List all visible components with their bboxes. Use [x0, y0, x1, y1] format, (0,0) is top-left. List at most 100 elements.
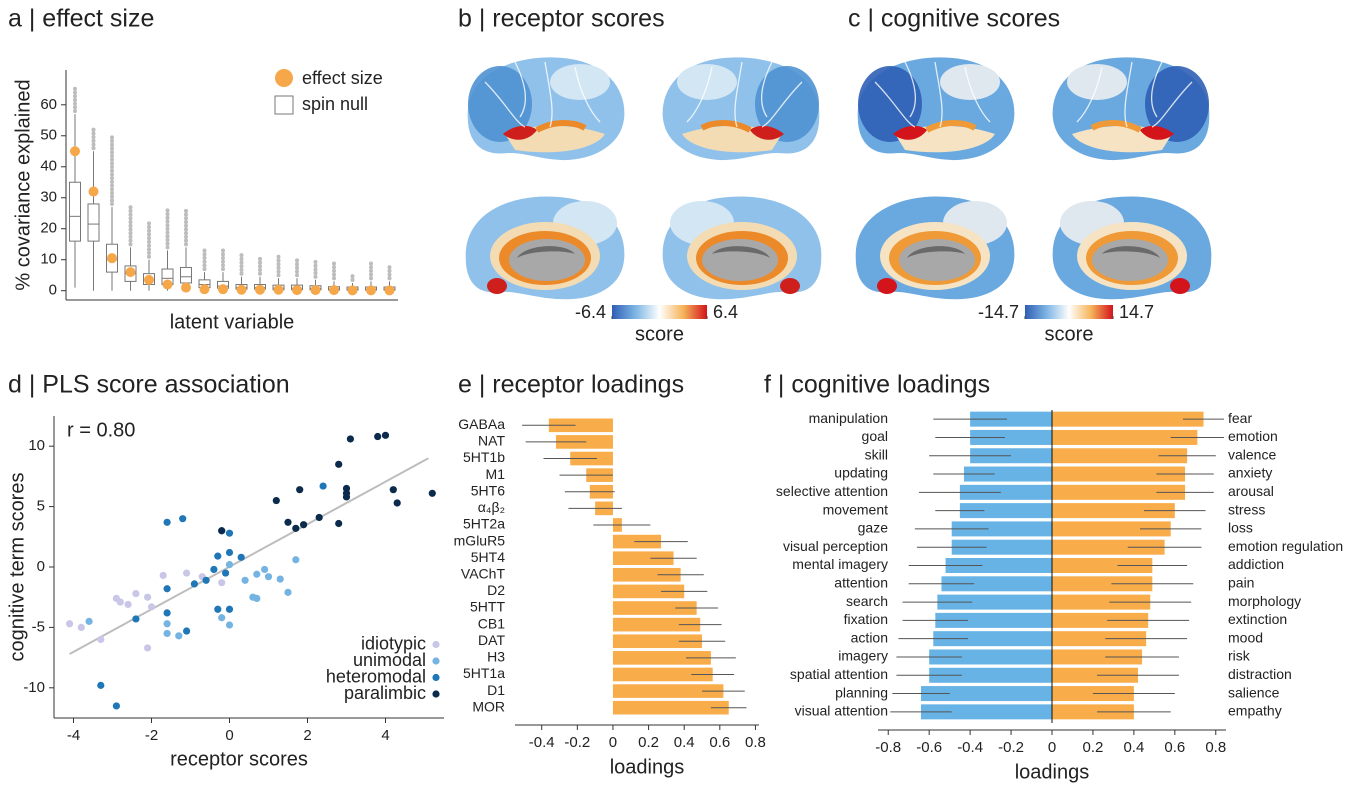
region: [893, 125, 927, 140]
colorbar: [612, 305, 707, 319]
x-tick-label: 0.2: [638, 734, 659, 751]
x-tick-label: 0.4: [674, 734, 695, 751]
panel-title: e | receptor loadings: [458, 371, 684, 399]
region: [487, 278, 507, 294]
point: [253, 570, 261, 578]
trend-line: [69, 457, 429, 655]
bar: [612, 684, 724, 698]
annotation: r = 0.80: [67, 419, 135, 441]
bar: [612, 584, 685, 599]
point: [374, 432, 382, 441]
category-label: M1: [486, 466, 506, 482]
x-tick-label: 0: [225, 727, 233, 744]
bar: [1052, 503, 1175, 519]
category-label: visual attention: [795, 703, 888, 719]
y-tick-label: 20: [40, 220, 57, 237]
point: [342, 484, 351, 493]
legend-marker: [432, 690, 440, 698]
x-tick-label: 0.6: [709, 734, 730, 751]
x-tick-label: -0.6: [916, 739, 942, 756]
category-label: 5HT1b: [463, 449, 505, 465]
bar: [612, 551, 674, 566]
category-label: 5HT1a: [463, 665, 505, 681]
category-label: 5HT2a: [463, 516, 505, 532]
point: [163, 629, 171, 638]
x-axis-label: loadings: [1015, 761, 1090, 783]
category-label: GABAa: [458, 416, 505, 432]
panel-title: f | cognitive loadings: [764, 371, 990, 399]
category-label: D1: [487, 682, 505, 698]
effect-dot: [70, 146, 80, 157]
category-label: arousal: [1228, 483, 1274, 499]
x-tick-label: -0.4: [529, 734, 555, 751]
point: [284, 518, 292, 526]
point: [315, 513, 323, 522]
bar: [1052, 539, 1165, 555]
colorbar-tick-label: 14.7: [1119, 302, 1154, 322]
category-label: empathy: [1228, 703, 1282, 719]
bar: [920, 686, 1052, 702]
bar: [1052, 649, 1143, 665]
category-label: fixation: [844, 611, 888, 627]
sulcus: [1151, 81, 1193, 128]
region: [535, 120, 587, 133]
category-label: valence: [1228, 446, 1276, 462]
category-label: distraction: [1228, 666, 1292, 682]
category-label: emotion: [1228, 428, 1278, 444]
colorbar-label: score: [1045, 323, 1094, 345]
bar: [612, 667, 713, 682]
region: [468, 66, 532, 142]
y-tick-label: 10: [40, 251, 57, 268]
bar: [959, 503, 1052, 519]
corpus: [712, 246, 770, 258]
sulcus: [964, 66, 991, 123]
point: [225, 548, 234, 557]
region: [700, 120, 752, 133]
point: [132, 615, 140, 623]
category-label: 5HT4: [471, 549, 505, 565]
effect-dot: [347, 285, 358, 296]
point: [163, 518, 171, 526]
legend-marker: [275, 69, 293, 87]
category-label: mental imagery: [792, 556, 888, 572]
bar: [1052, 484, 1186, 500]
region: [1145, 66, 1209, 142]
region: [858, 66, 922, 142]
effect-dot: [107, 253, 117, 264]
legend-marker: [274, 95, 294, 115]
bar: [935, 612, 1052, 628]
panel-title: d | PLS score association: [8, 371, 290, 399]
point: [222, 569, 230, 577]
region: [1090, 120, 1142, 133]
category-label: movement: [823, 501, 888, 517]
region: [550, 64, 610, 100]
point: [241, 576, 249, 584]
effect-dot: [310, 285, 321, 296]
bar: [612, 567, 681, 582]
box: [87, 203, 100, 242]
y-tick-label: 40: [40, 158, 57, 175]
brain-view: [464, 194, 626, 301]
panel-title: c | cognitive scores: [848, 5, 1060, 33]
bar: [612, 651, 711, 665]
effect-dot: [384, 285, 395, 296]
region: [755, 66, 819, 142]
bar: [937, 594, 1052, 610]
x-tick-label: -0.2: [564, 734, 590, 751]
x-tick-label: 0.4: [1123, 739, 1144, 756]
bar: [1052, 576, 1153, 592]
point: [292, 556, 300, 564]
x-tick-label: 0.8: [745, 734, 766, 751]
y-tick-label: 50: [40, 127, 57, 144]
x-tick-label: -0.8: [875, 739, 901, 756]
legend-label: paralimbic: [344, 683, 426, 703]
x-tick-label: 2: [303, 727, 311, 744]
brain-view: [854, 194, 1016, 301]
effect-dot: [162, 279, 173, 290]
brain-view: [661, 55, 821, 162]
point: [225, 529, 234, 537]
brain-view: [466, 55, 626, 162]
bar: [963, 466, 1052, 482]
bar: [1052, 411, 1204, 427]
category-label: extinction: [1228, 611, 1287, 627]
